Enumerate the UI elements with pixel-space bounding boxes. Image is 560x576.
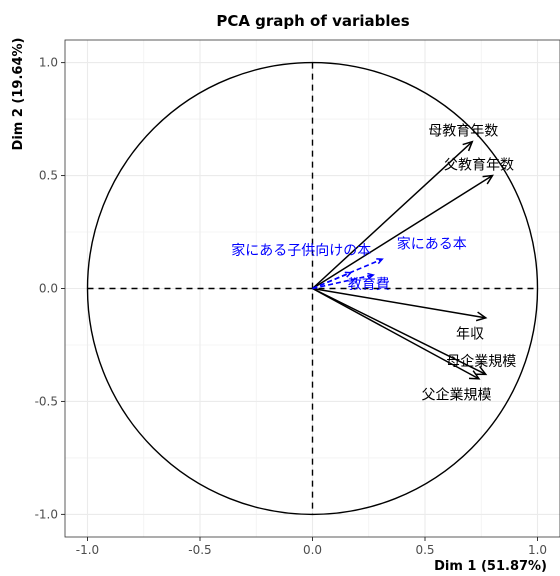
arrow-shaft: [312, 174, 493, 290]
y-tick-label: -1.0: [35, 507, 58, 521]
x-axis-title: Dim 1 (51.87%): [434, 559, 547, 574]
y-tick-label: 1.0: [39, 56, 58, 70]
arrow-shaft: [312, 274, 374, 290]
variable-arrow-4: [312, 287, 488, 376]
variable-arrows: [311, 140, 494, 380]
arrow-shaft: [312, 287, 486, 319]
variable-arrow-3: [312, 287, 488, 322]
y-tick-label: 0.5: [39, 169, 58, 183]
arrow-head: [462, 140, 474, 152]
variable-arrow-5: [312, 287, 481, 380]
arrow-shaft: [312, 258, 383, 290]
arrow-head: [475, 365, 488, 376]
arrow-head: [376, 258, 384, 265]
x-tick-label: 0.5: [415, 543, 434, 557]
variable-label: 教育費: [348, 277, 390, 293]
axis-ticks: -1.0 -0.5 0.0 0.5 1.0 -1.0 -0.5 0.0 0.5 1.0: [35, 56, 547, 557]
x-tick-label: -0.5: [188, 543, 211, 557]
chart-title: PCA graph of variables: [216, 12, 409, 30]
y-axis-title: Dim 2 (19.64%): [11, 38, 26, 151]
variable-arrow-8: [312, 272, 375, 290]
x-tick-label: 0.0: [303, 543, 322, 557]
arrow-head: [482, 174, 494, 185]
x-tick-label: 1.0: [528, 543, 547, 557]
variable-label: 父教育年数: [444, 157, 514, 173]
arrow-shaft: [312, 287, 480, 380]
y-tick-label: 0.0: [39, 282, 58, 296]
variable-arrow-7: [312, 258, 384, 290]
x-tick-label: -1.0: [76, 543, 99, 557]
arrow-head: [468, 370, 481, 380]
variable-label: 父企業規模: [422, 387, 492, 404]
arrow-shaft: [311, 141, 473, 290]
y-tick-label: -0.5: [35, 394, 58, 408]
arrow-shaft: [312, 287, 487, 376]
variable-label: 母企業規模: [446, 353, 516, 370]
variable-label: 年収: [456, 327, 484, 343]
variable-arrow-1: [311, 140, 474, 290]
variable-label: 母教育年数: [428, 123, 498, 139]
arrow-head: [475, 311, 488, 322]
variable-label: 家にある子供向けの本: [231, 242, 371, 259]
variable-label: 家にある本: [397, 235, 467, 252]
variable-arrow-2: [312, 174, 494, 290]
arrow-head: [367, 272, 375, 280]
